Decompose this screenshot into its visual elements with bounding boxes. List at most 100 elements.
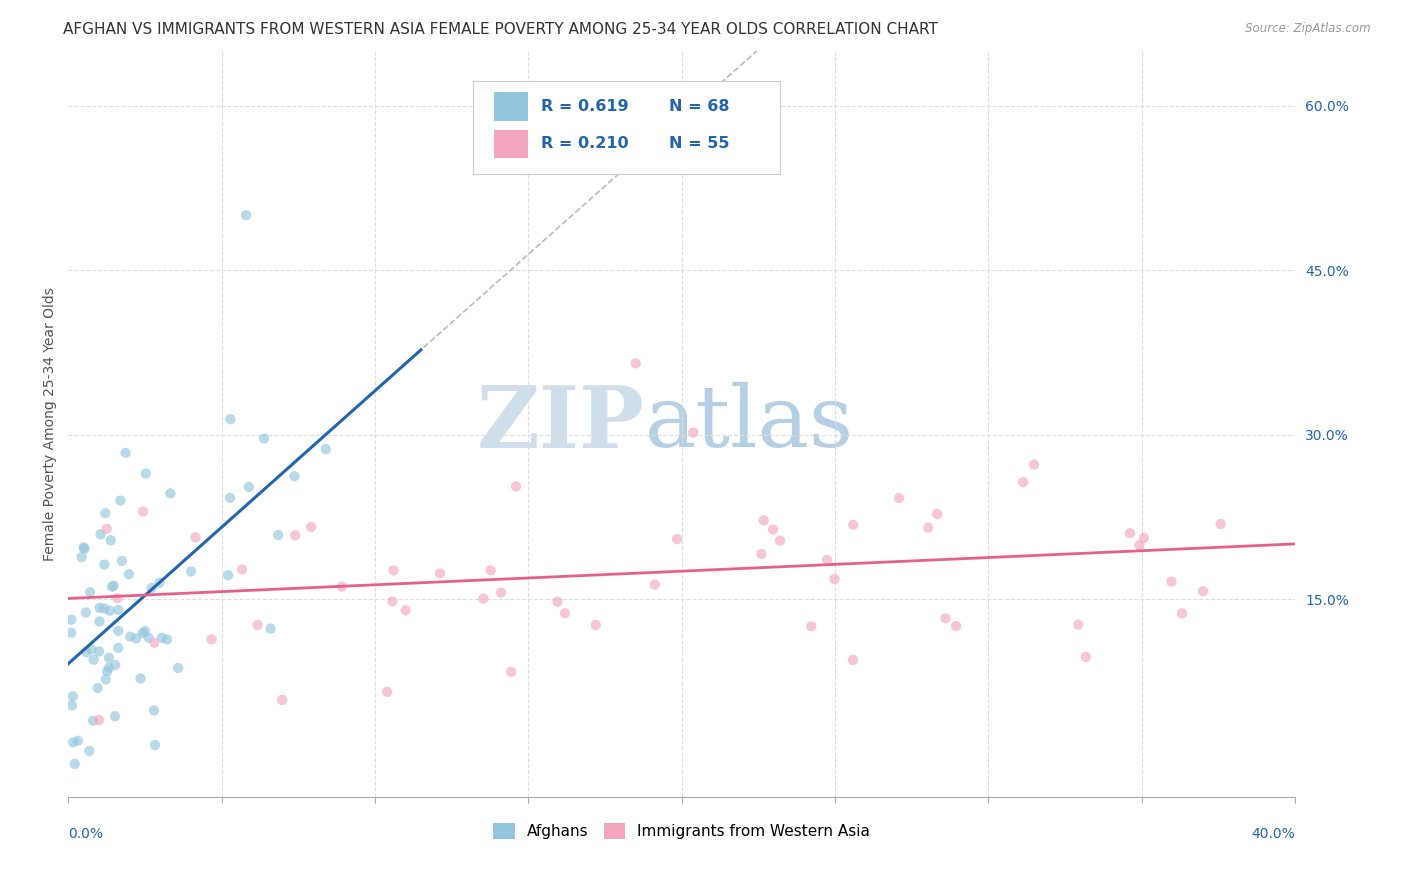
Point xyxy=(93,558,115,572)
Point xyxy=(66,733,89,747)
Point xyxy=(120,630,142,644)
Point xyxy=(945,619,967,633)
Point xyxy=(75,606,97,620)
Point xyxy=(315,442,337,457)
Bar xyxy=(494,93,529,120)
Point xyxy=(150,631,173,645)
Point xyxy=(429,566,451,581)
Point xyxy=(60,698,83,713)
Point xyxy=(1067,617,1090,632)
Point xyxy=(1171,607,1194,621)
Point xyxy=(887,491,910,505)
Point xyxy=(101,580,124,594)
Point xyxy=(132,505,155,519)
Point xyxy=(79,585,101,599)
Point xyxy=(62,735,84,749)
Point xyxy=(94,673,117,687)
Point xyxy=(86,681,108,695)
Text: N = 68: N = 68 xyxy=(669,99,730,114)
Point xyxy=(235,208,257,222)
Point xyxy=(143,635,166,649)
Point xyxy=(111,554,134,568)
Point xyxy=(1119,526,1142,541)
Point xyxy=(107,603,129,617)
Point xyxy=(505,479,527,493)
Point xyxy=(107,624,129,638)
Point xyxy=(103,579,125,593)
Point xyxy=(824,572,846,586)
Point xyxy=(1160,574,1182,589)
Point xyxy=(83,653,105,667)
Point xyxy=(167,661,190,675)
Point xyxy=(219,412,242,426)
Point xyxy=(1192,584,1215,599)
Point xyxy=(253,432,276,446)
Point xyxy=(105,591,128,606)
Point xyxy=(97,650,120,665)
Point xyxy=(1012,475,1035,490)
Point xyxy=(842,517,865,532)
Point xyxy=(75,645,97,659)
Point xyxy=(624,356,647,370)
Text: N = 55: N = 55 xyxy=(669,136,730,152)
Point xyxy=(87,644,110,658)
Point xyxy=(100,533,122,548)
Point xyxy=(769,533,792,548)
Text: R = 0.619: R = 0.619 xyxy=(541,99,628,114)
Point xyxy=(94,506,117,520)
Point xyxy=(60,613,83,627)
Point xyxy=(110,493,132,508)
Point xyxy=(501,665,523,679)
Point xyxy=(73,541,96,555)
Point xyxy=(815,553,838,567)
Point xyxy=(217,568,239,582)
Point xyxy=(89,615,111,629)
Point xyxy=(89,600,111,615)
Point xyxy=(93,601,115,615)
Point xyxy=(62,690,84,704)
Point xyxy=(98,604,121,618)
Point xyxy=(82,714,104,728)
Point xyxy=(751,547,773,561)
Point xyxy=(90,527,112,541)
Point xyxy=(585,618,607,632)
Point xyxy=(666,532,689,546)
Point xyxy=(143,703,166,717)
Point xyxy=(125,632,148,646)
Point xyxy=(156,632,179,647)
Text: R = 0.210: R = 0.210 xyxy=(541,136,628,152)
Point xyxy=(200,632,222,647)
Point xyxy=(842,653,865,667)
Y-axis label: Female Poverty Among 25-34 Year Olds: Female Poverty Among 25-34 Year Olds xyxy=(44,287,58,561)
Point xyxy=(283,469,305,483)
Text: 40.0%: 40.0% xyxy=(1251,827,1295,841)
Bar xyxy=(494,129,529,158)
Point xyxy=(1133,531,1156,545)
Point xyxy=(479,563,502,577)
Point xyxy=(934,611,956,625)
Text: atlas: atlas xyxy=(645,382,853,466)
Point xyxy=(246,618,269,632)
Point xyxy=(382,563,405,577)
Point xyxy=(107,640,129,655)
Point xyxy=(1209,516,1232,531)
Text: Source: ZipAtlas.com: Source: ZipAtlas.com xyxy=(1246,22,1371,36)
Point xyxy=(132,626,155,640)
Point xyxy=(259,622,281,636)
Point xyxy=(79,744,101,758)
Point xyxy=(114,446,136,460)
Point xyxy=(80,642,103,657)
Point xyxy=(97,660,120,674)
Point xyxy=(395,603,418,617)
Point xyxy=(299,520,322,534)
Point xyxy=(762,523,785,537)
Point xyxy=(1022,458,1045,472)
Point xyxy=(231,562,253,576)
Point xyxy=(60,625,83,640)
Point xyxy=(96,522,118,536)
Point xyxy=(118,567,141,582)
Point xyxy=(752,513,775,527)
Point xyxy=(63,756,86,771)
Point xyxy=(129,672,152,686)
Point xyxy=(138,631,160,645)
